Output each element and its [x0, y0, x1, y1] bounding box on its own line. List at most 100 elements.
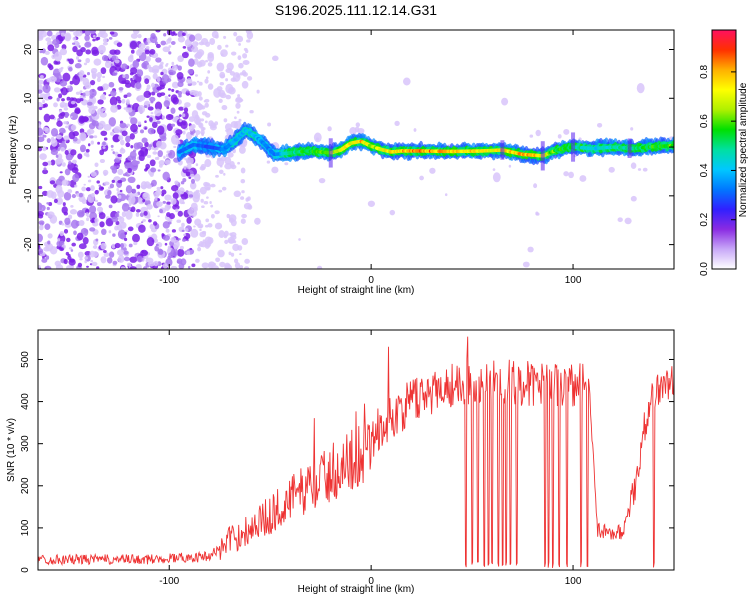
ridge-smear — [540, 141, 545, 171]
noise-blob — [171, 185, 179, 192]
noise-blob — [156, 120, 161, 124]
noise-blob — [237, 245, 243, 251]
noise-blob — [164, 159, 171, 165]
noise-blob — [164, 242, 168, 246]
noise-blob — [51, 138, 58, 147]
noise-blob — [102, 141, 106, 146]
noise-blob — [94, 162, 99, 168]
noise-blob — [94, 217, 99, 224]
noise-blob — [110, 144, 114, 148]
noise-blob — [149, 159, 156, 167]
noise-blob — [90, 185, 95, 192]
noise-blob — [144, 141, 149, 148]
noise-blob — [160, 92, 166, 96]
noise-blob — [84, 81, 92, 89]
noise-blob — [39, 153, 47, 160]
noise-blob — [47, 95, 53, 100]
noise-blob — [72, 42, 76, 45]
noise-blob — [126, 92, 132, 98]
noise-blob — [142, 199, 145, 203]
noise-blob — [150, 111, 154, 115]
noise-blob — [109, 183, 115, 189]
noise-blob — [127, 167, 133, 173]
noise-blob — [225, 44, 229, 48]
noise-blob — [162, 200, 167, 204]
noise-blob — [90, 30, 96, 34]
noise-blob — [215, 257, 221, 263]
noise-blob — [170, 265, 178, 269]
figure-title: S196.2025.111.12.14.G31 — [275, 2, 437, 18]
noise-blob — [137, 105, 145, 114]
noise-blob — [146, 115, 150, 118]
noise-blob — [184, 102, 191, 108]
noise-blob — [186, 216, 192, 224]
noise-blob — [156, 125, 165, 135]
noise-blob — [46, 206, 50, 211]
noise-blob — [39, 30, 48, 38]
noise-blob — [69, 80, 74, 85]
noise-blob — [96, 206, 104, 213]
noise-blob — [183, 165, 187, 170]
noise-blob — [43, 167, 47, 171]
noise-blob — [214, 210, 220, 215]
y-tick-label: -10 — [23, 188, 34, 203]
noise-blob — [51, 34, 57, 41]
noise-blob — [402, 77, 411, 86]
noise-blob — [230, 51, 237, 56]
noise-blob — [181, 113, 186, 118]
noise-blob — [74, 41, 80, 48]
noise-blob — [111, 243, 116, 249]
noise-blob — [208, 261, 216, 267]
noise-blob — [103, 252, 110, 258]
noise-blob — [205, 41, 211, 47]
noise-blob — [241, 213, 248, 219]
noise-blob — [60, 146, 65, 152]
noise-blob — [68, 247, 73, 250]
noise-blob — [63, 135, 70, 141]
noise-blob — [126, 262, 132, 267]
noise-blob — [110, 131, 115, 136]
noise-blob — [85, 212, 89, 217]
noise-blob — [200, 129, 205, 135]
noise-blob — [123, 94, 128, 99]
noise-blob — [53, 198, 58, 204]
noise-blob — [108, 94, 112, 97]
noise-blob — [63, 121, 68, 125]
noise-blob — [233, 120, 242, 130]
noise-blob — [38, 102, 43, 109]
noise-blob — [156, 140, 163, 149]
noise-blob — [130, 123, 138, 133]
ridge-smear — [571, 132, 576, 162]
noise-blob — [68, 67, 73, 72]
noise-blob — [58, 93, 63, 99]
noise-blob — [245, 49, 249, 54]
noise-blob — [271, 166, 279, 174]
noise-blob — [171, 64, 178, 72]
noise-blob — [113, 126, 121, 134]
noise-blob — [110, 90, 117, 97]
noise-blob — [107, 189, 112, 196]
noise-blob — [51, 77, 55, 80]
noise-blob — [148, 144, 153, 148]
x-tick-label: -100 — [159, 275, 179, 286]
noise-blob — [198, 96, 203, 101]
noise-blob — [135, 209, 141, 213]
noise-blob — [87, 175, 91, 178]
noise-blob — [171, 134, 179, 145]
noise-blob — [190, 178, 196, 184]
noise-blob — [119, 122, 127, 129]
noise-blob — [177, 81, 184, 88]
noise-blob — [38, 89, 43, 94]
noise-blob — [180, 258, 187, 266]
noise-blob — [67, 58, 70, 62]
noise-blob — [568, 171, 574, 179]
noise-blob — [172, 96, 179, 105]
noise-blob — [186, 250, 191, 256]
noise-blob — [154, 101, 163, 111]
noise-blob — [56, 97, 60, 102]
noise-blob — [225, 94, 232, 100]
noise-blob — [123, 250, 129, 255]
noise-blob — [183, 107, 189, 113]
noise-blob — [230, 164, 237, 170]
